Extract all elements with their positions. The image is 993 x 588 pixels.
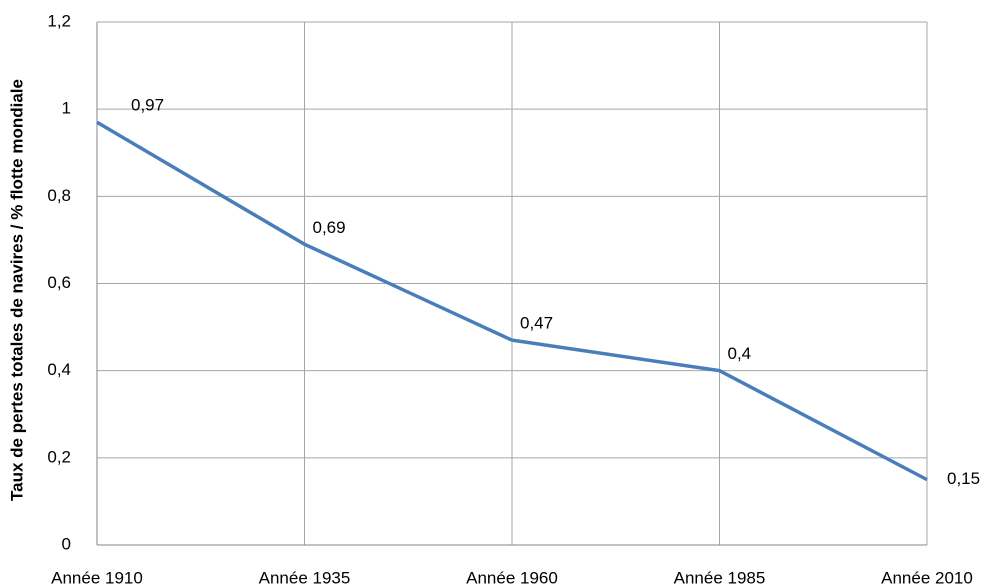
y-axis-title: Taux de pertes totales de navires / % fl… (7, 79, 26, 501)
data-label: 0,4 (728, 344, 752, 363)
data-label: 0,47 (520, 314, 553, 333)
y-tick-label: 1 (62, 99, 71, 118)
data-label: 0,69 (313, 218, 346, 237)
x-tick-label: Année 1935 (259, 568, 351, 587)
data-label: 0,97 (131, 96, 164, 115)
y-tick-label: 0,8 (47, 186, 71, 205)
y-tick-label: 0 (62, 534, 71, 553)
y-tick-label: 1,2 (47, 11, 71, 30)
y-tick-label: 0,4 (47, 360, 71, 379)
y-tick-label: 0,6 (47, 273, 71, 292)
x-tick-label: Année 1910 (51, 568, 143, 587)
x-tick-label: Année 1985 (674, 568, 766, 587)
data-label: 0,15 (947, 469, 980, 488)
x-tick-label: Année 1960 (466, 568, 558, 587)
x-tick-label: Année 2010 (881, 568, 973, 587)
y-tick-label: 0,2 (47, 447, 71, 466)
line (96, 120, 928, 482)
